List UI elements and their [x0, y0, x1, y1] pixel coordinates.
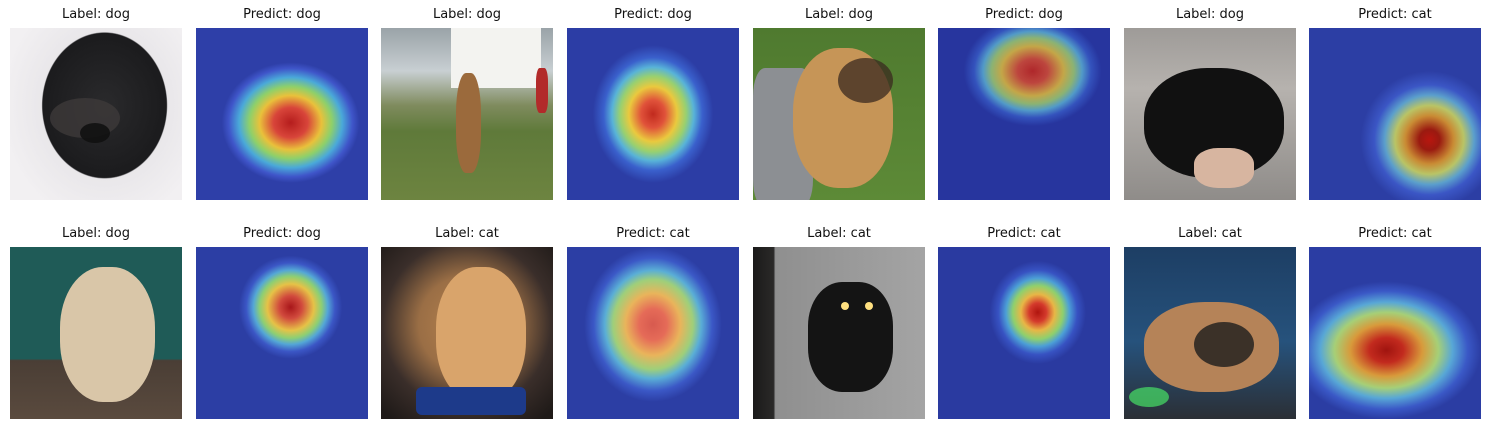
panel-caption: Predict: dog	[243, 7, 321, 22]
panel-caption: Label: dog	[1175, 7, 1245, 22]
panel-5: Label: dog	[753, 4, 925, 200]
photo-orange-tabby-cat	[381, 247, 553, 419]
panel-12: Predict: cat	[567, 223, 739, 419]
panel-14: Predict: cat	[938, 223, 1110, 419]
panel-caption: Label: cat	[807, 226, 871, 241]
panel-caption: Label: cat	[435, 226, 499, 241]
grid-row-top: Label: dog Predict: dog Label: dog Predi…	[0, 4, 1490, 204]
panel-7: Label: dog	[1124, 4, 1296, 200]
panel-caption: Predict: dog	[243, 226, 321, 241]
panel-2: Predict: dog	[196, 4, 368, 200]
panel-caption: Label: cat	[1178, 226, 1242, 241]
photo-black-puppy	[10, 28, 182, 200]
panel-6: Predict: dog	[938, 4, 1110, 200]
panel-11: Label: cat	[381, 223, 553, 419]
panel-caption: Predict: cat	[1358, 7, 1432, 22]
panel-3: Label: dog	[381, 4, 553, 200]
heatmap-overlay	[938, 247, 1110, 419]
heatmap-overlay	[196, 247, 368, 419]
panel-15: Label: cat	[1124, 223, 1296, 419]
panel-caption: Label: dog	[61, 7, 131, 22]
panel-8: Predict: cat	[1309, 4, 1481, 200]
panel-caption: Predict: cat	[987, 226, 1061, 241]
heatmap-overlay	[1309, 28, 1481, 200]
panel-caption: Label: dog	[432, 7, 502, 22]
panel-caption: Predict: cat	[1358, 226, 1432, 241]
panel-caption: Predict: cat	[616, 226, 690, 241]
panel-10: Predict: dog	[196, 223, 368, 419]
heatmap-overlay	[567, 28, 739, 200]
heatmap-overlay	[567, 247, 739, 419]
panel-caption: Predict: dog	[985, 7, 1063, 22]
photo-small-fluffy-dog	[10, 247, 182, 419]
panel-4: Predict: dog	[567, 4, 739, 200]
heatmap-overlay	[938, 28, 1110, 200]
panel-caption: Predict: dog	[614, 7, 692, 22]
panel-9: Label: dog	[10, 223, 182, 419]
photo-black-shaggy-dog	[1124, 28, 1296, 200]
photo-tuxedo-cat-held	[753, 247, 925, 419]
photo-pug-mix	[753, 28, 925, 200]
heatmap-overlay	[196, 28, 368, 200]
photo-boxer-lawn	[381, 28, 553, 200]
panel-caption: Label: dog	[61, 226, 131, 241]
heatmap-overlay	[1309, 247, 1481, 419]
photo-calico-cat	[1124, 247, 1296, 419]
panel-16: Predict: cat	[1309, 223, 1481, 419]
panel-1: Label: dog	[10, 4, 182, 200]
panel-13: Label: cat	[753, 223, 925, 419]
grid-row-bottom: Label: dog Predict: dog Label: cat Predi…	[0, 223, 1490, 423]
panel-caption: Label: dog	[804, 7, 874, 22]
